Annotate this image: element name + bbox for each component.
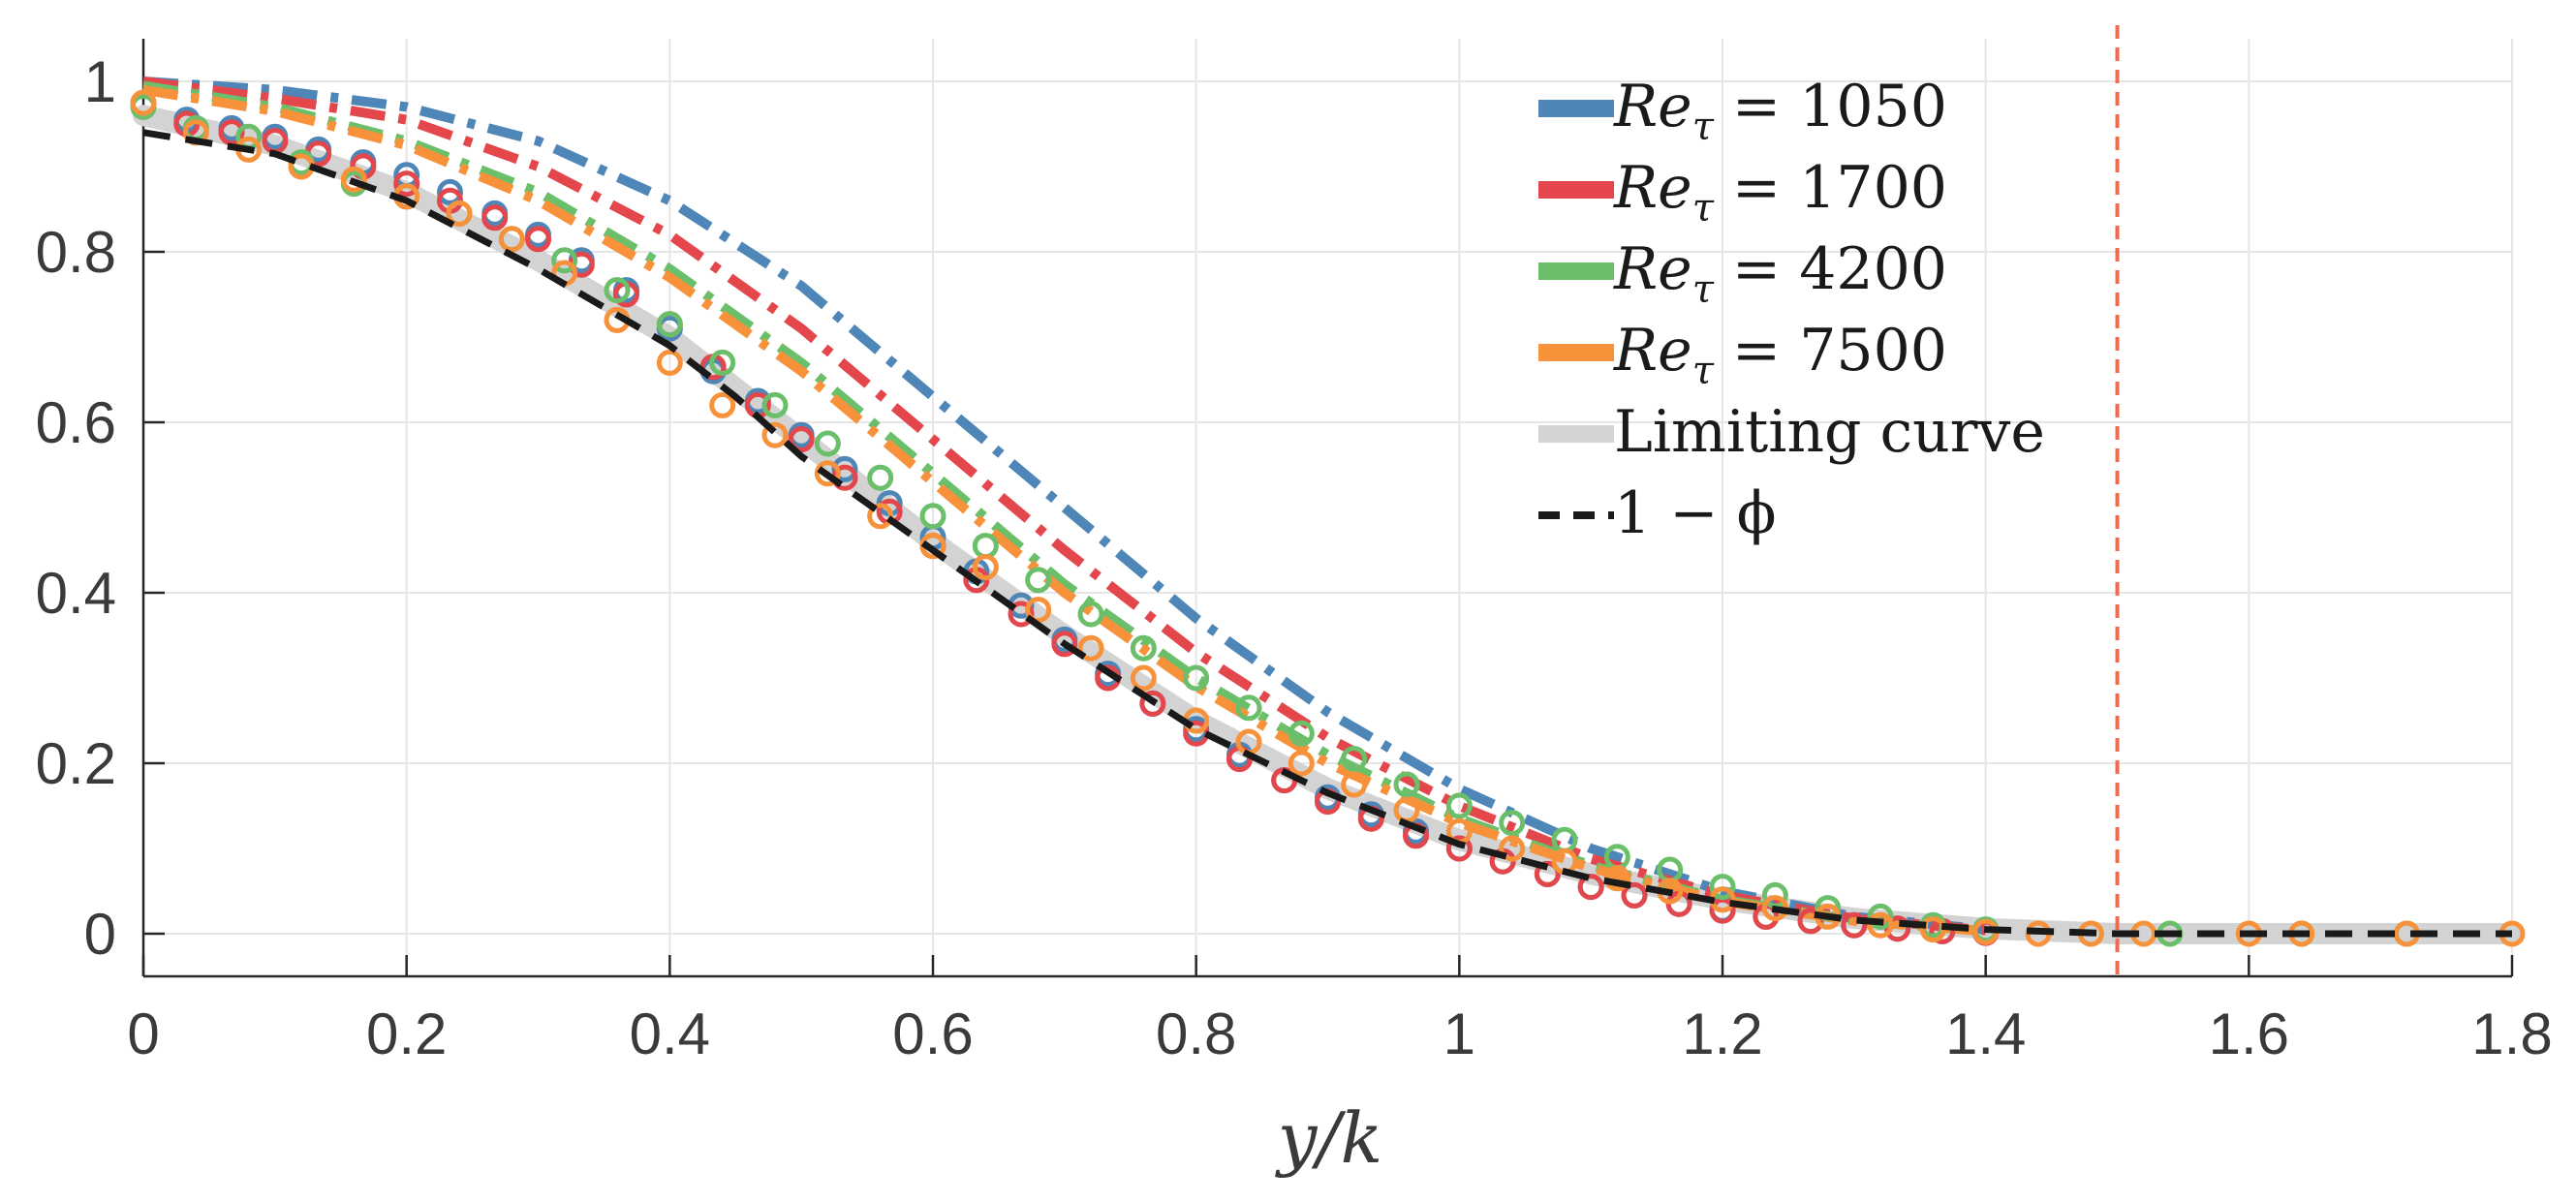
data-point [1867, 903, 1894, 930]
tick-labels: 0 0.2 0.4 0.6 0.8 1 1.2 1.4 1.6 1.8 0 0.2 0.4 0.6 0.8 1 [36, 49, 2553, 1066]
data-point [1130, 664, 1157, 692]
data-point [761, 391, 789, 418]
legend-label: Reτ = 1050 [1613, 73, 1947, 149]
data-point [1621, 881, 1648, 909]
data-point [972, 554, 999, 581]
data-point [867, 464, 894, 491]
data-point [551, 247, 578, 274]
data-point [1008, 601, 1035, 628]
data-point [1499, 810, 1526, 837]
data-point [1709, 874, 1736, 901]
data-point [1139, 690, 1166, 717]
x-tick-label: 0.8 [1156, 1002, 1236, 1066]
data-point [1709, 897, 1736, 924]
y-tick-label: 0.8 [36, 220, 116, 285]
legend-label: Reτ = 7500 [1613, 317, 1947, 393]
data-point [1534, 860, 1561, 887]
data-point [1884, 915, 1911, 942]
data-point [1341, 746, 1368, 773]
data-point [656, 349, 683, 376]
data-point [1235, 694, 1262, 722]
data-point [1867, 911, 1894, 939]
axes [141, 39, 2514, 978]
data-point [130, 89, 157, 116]
data-point [656, 311, 683, 338]
data-point [761, 421, 789, 448]
legend-item: 1 − ϕ [1538, 479, 1777, 547]
data-point [1077, 601, 1104, 628]
legend-label: Reτ = 1700 [1613, 154, 1947, 231]
data-point [1288, 720, 1315, 747]
x-tick-label: 0.2 [366, 1002, 447, 1066]
legend-item: Reτ = 4200 [1538, 235, 1947, 312]
data-point [814, 460, 841, 487]
x-tick-label: 0 [127, 1002, 159, 1066]
data-point [919, 503, 947, 530]
data-point [446, 200, 473, 227]
data-point [788, 426, 815, 453]
y-tick-label: 0.2 [36, 731, 116, 796]
x-axis-label: y/k [1275, 1097, 1383, 1179]
data-point [604, 277, 631, 304]
data-point [1577, 874, 1604, 901]
plot-area [130, 25, 2526, 976]
y-tick-label: 0.6 [36, 390, 116, 455]
data-point [1077, 634, 1104, 662]
data-point [1288, 750, 1315, 777]
data-point [1445, 792, 1473, 819]
legend-item: Limiting curve [1538, 398, 2045, 466]
data-point [814, 430, 841, 457]
data-point [436, 178, 463, 205]
legend-item: Reτ = 1050 [1538, 73, 1947, 149]
data-point [218, 119, 245, 146]
x-tick-label: 0.6 [892, 1002, 973, 1066]
legend-label: Limiting curve [1614, 398, 2045, 466]
x-tick-label: 1 [1443, 1002, 1475, 1066]
data-point [481, 204, 509, 231]
x-tick-label: 1.8 [2471, 1002, 2552, 1066]
x-tick-label: 1.6 [2209, 1002, 2289, 1066]
data-point [1130, 634, 1157, 662]
y-tick-label: 0.4 [36, 561, 116, 626]
legend-item: Reτ = 7500 [1538, 317, 1947, 393]
legend-item: Reτ = 1700 [1538, 154, 1947, 231]
x-tick-label: 0.4 [630, 1002, 710, 1066]
data-point [1051, 631, 1078, 658]
data-point [1183, 664, 1210, 692]
data-point [525, 226, 551, 253]
data-point [1393, 771, 1420, 798]
data-point [709, 391, 736, 418]
data-point [498, 226, 525, 253]
data-point [831, 455, 858, 482]
legend-label: Reτ = 4200 [1613, 235, 1947, 312]
data-point [340, 166, 367, 193]
data-point [1445, 835, 1473, 862]
y-tick-label: 0 [84, 902, 116, 967]
data-point [709, 349, 736, 376]
data-point [1025, 567, 1052, 594]
x-tick-label: 1.4 [1945, 1002, 2026, 1066]
legend-label: 1 − ϕ [1614, 479, 1777, 547]
data-point [393, 170, 420, 198]
data-point [1841, 911, 1868, 939]
data-point [1025, 597, 1052, 624]
y-tick-label: 1 [84, 49, 116, 114]
x-tick-label: 1.2 [1682, 1002, 1762, 1066]
data-point [1797, 908, 1824, 935]
series-1-phi [142, 129, 2512, 938]
data-point [867, 503, 894, 530]
data-point [1341, 771, 1368, 798]
data-point [1499, 835, 1526, 862]
